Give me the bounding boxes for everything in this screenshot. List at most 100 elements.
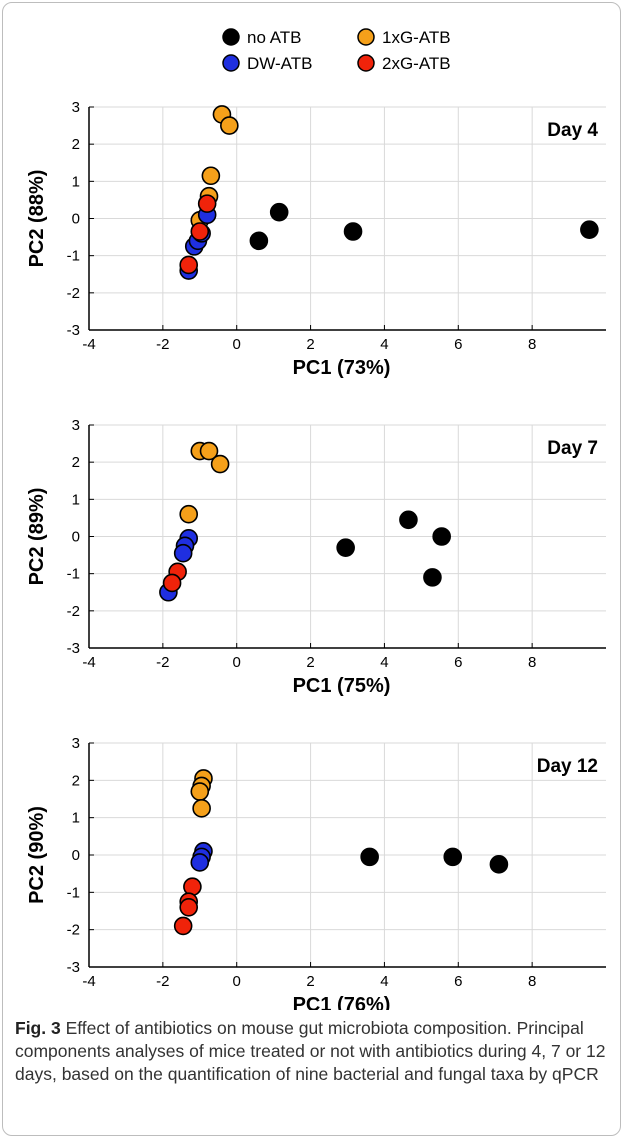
x-tick-label: 2 (306, 973, 314, 990)
series (190, 841, 213, 872)
x-tick-label: -4 (82, 336, 95, 353)
x-axis-label: PC1 (76%) (293, 994, 391, 1010)
y-axis-label: PC2 (90%) (26, 806, 48, 904)
series (162, 562, 187, 593)
data-point (399, 510, 418, 530)
data-point (201, 166, 221, 186)
x-tick-label: 0 (233, 654, 241, 671)
x-tick-label: 8 (528, 973, 536, 990)
data-point (199, 441, 219, 461)
series (173, 877, 202, 936)
legend-item: 1xG-ATB (357, 28, 451, 47)
figure-caption: Fig. 3 Effect of antibiotics on mouse gu… (15, 1017, 613, 1086)
x-tick-label: -2 (156, 973, 169, 990)
y-tick-label: 2 (72, 454, 80, 471)
data-point (249, 231, 269, 251)
y-tick-label: 1 (72, 173, 80, 190)
data-point (197, 194, 217, 213)
data-point (173, 916, 193, 936)
y-tick-label: -3 (67, 640, 80, 657)
series (179, 441, 230, 524)
data-point (360, 847, 379, 867)
legend: no ATB 1xG-ATB DW-ATB 2xG-ATB (222, 28, 451, 73)
data-point (423, 568, 442, 587)
data-point (220, 116, 239, 135)
legend-item: 2xG-ATB (357, 54, 451, 73)
data-point (173, 543, 193, 563)
x-tick-label: 0 (233, 336, 241, 353)
x-tick-label: -4 (82, 654, 95, 671)
series (336, 510, 451, 587)
legend-marker (222, 28, 240, 46)
series (190, 769, 213, 818)
x-tick-label: 4 (380, 973, 388, 990)
y-tick-label: 0 (72, 847, 80, 864)
x-tick-label: 4 (380, 336, 388, 353)
x-tick-label: -2 (156, 336, 169, 353)
legend-item: no ATB (222, 28, 302, 47)
scatter-panel: -4 -2 0 2 4 6 8 -3 -2 -1 0 1 2 3 PC1 (73%) PC2 (88%) Day… (26, 99, 606, 379)
data-point (336, 538, 355, 557)
data-point (443, 847, 463, 867)
data-point (489, 855, 509, 874)
legend-item: DW-ATB (222, 54, 312, 73)
pca-figure: no ATB 1xG-ATB DW-ATB 2xG-ATB -4 -2 0 2 4 6 8 -3 -2… (26, 28, 606, 1010)
series (249, 202, 599, 251)
caption-text: Principal components analyses of mice tr… (15, 1018, 606, 1084)
data-point (162, 573, 182, 593)
y-tick-label: -3 (67, 322, 80, 339)
y-axis-label: PC2 (88%) (26, 170, 48, 268)
data-point (179, 897, 199, 917)
scatter-panel: -4 -2 0 2 4 6 8 -3 -2 -1 0 1 2 3 PC1 (75%) PC2 (89%) Day… (26, 417, 606, 697)
x-axis-label: PC1 (73%) (293, 357, 391, 379)
y-tick-label: -2 (67, 603, 80, 620)
legend-label: no ATB (247, 28, 302, 47)
data-point (179, 255, 199, 275)
y-tick-label: 1 (72, 810, 80, 827)
data-point (190, 222, 210, 241)
y-tick-label: 1 (72, 491, 80, 508)
y-tick-label: -1 (67, 248, 80, 265)
y-tick-label: 3 (72, 417, 80, 434)
y-tick-label: -1 (67, 884, 80, 901)
x-tick-label: 2 (306, 654, 314, 671)
series (360, 847, 509, 874)
y-tick-label: 2 (72, 772, 80, 789)
y-tick-label: -2 (67, 285, 80, 302)
y-tick-label: 0 (72, 211, 80, 228)
y-tick-label: -2 (67, 922, 80, 939)
x-tick-label: 8 (528, 336, 536, 353)
legend-label: DW-ATB (247, 54, 312, 73)
panel-title: Day 4 (547, 120, 598, 141)
chart-panels: -4 -2 0 2 4 6 8 -3 -2 -1 0 1 2 3 PC1 (73%) PC2 (88%) Day… (26, 99, 606, 1010)
data-point (210, 454, 230, 474)
legend-marker (357, 54, 375, 72)
data-point (190, 853, 210, 872)
data-point (179, 504, 199, 524)
legend-marker (357, 28, 375, 46)
data-point (343, 222, 363, 241)
legend-label: 2xG-ATB (382, 54, 451, 73)
data-point (269, 202, 289, 222)
x-axis-label: PC1 (75%) (293, 675, 391, 697)
data-point (192, 799, 211, 818)
x-tick-label: 4 (380, 654, 388, 671)
data-point (432, 527, 451, 546)
x-tick-label: 6 (454, 654, 462, 671)
x-tick-label: -2 (156, 654, 169, 671)
panel-title: Day 7 (547, 438, 598, 459)
x-tick-label: -4 (82, 973, 95, 990)
scatter-panel: -4 -2 0 2 4 6 8 -3 -2 -1 0 1 2 3 PC1 (76%) PC2 (90%) Day… (26, 735, 606, 1010)
data-point (580, 220, 599, 239)
caption-label: Fig. 3 (15, 1018, 61, 1038)
y-tick-label: 0 (72, 529, 80, 546)
x-tick-label: 2 (306, 336, 314, 353)
y-tick-label: 3 (72, 735, 80, 752)
caption-title: Effect of antibiotics on mouse gut micro… (65, 1018, 512, 1038)
y-tick-label: -3 (67, 959, 80, 976)
legend-label: 1xG-ATB (382, 28, 451, 47)
data-point (190, 782, 210, 801)
y-tick-label: -1 (67, 566, 80, 583)
x-tick-label: 6 (454, 336, 462, 353)
